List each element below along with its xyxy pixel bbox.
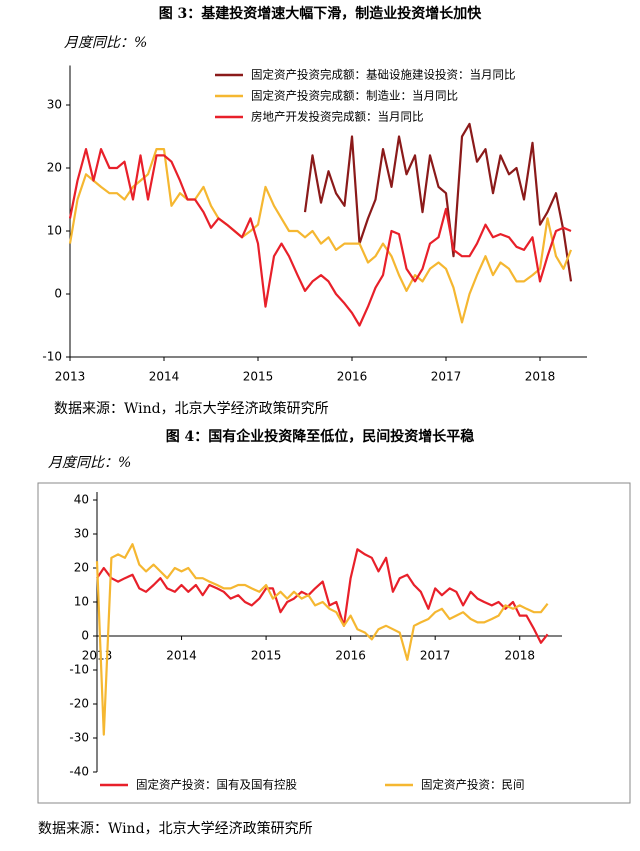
y-tick-label: 40 — [74, 493, 89, 507]
series-line — [96, 548, 549, 644]
legend-label: 固定资产投资完成额：制造业：当月同比 — [251, 89, 458, 103]
y-tick-label: 30 — [47, 98, 62, 112]
legend-label: 房地产开发投资完成额：当月同比 — [251, 110, 424, 124]
chart-frame — [37, 482, 631, 804]
figure-title: 图 3：基建投资增速大幅下滑，制造业投资增长加快 — [159, 5, 483, 22]
series-line — [68, 148, 572, 327]
legend-label: 固定资产投资完成额：基础设施建设投资：当月同比 — [251, 68, 516, 82]
y-tick-label: 10 — [47, 224, 62, 238]
x-tick-label: 2016 — [335, 649, 366, 663]
axis-unit-label: 月度同比：% — [48, 455, 131, 471]
x-tick-label: 2017 — [420, 649, 451, 663]
x-tick-label: 2013 — [55, 370, 86, 384]
x-tick-label: 2015 — [251, 649, 282, 663]
series-line — [68, 148, 573, 324]
x-tick-label: 2017 — [431, 370, 462, 384]
y-tick-label: -10 — [42, 350, 62, 364]
y-tick-label: -10 — [69, 663, 89, 677]
y-tick-label: 20 — [74, 561, 89, 575]
x-tick-label: 2018 — [525, 370, 556, 384]
legend-label: 固定资产投资：国有及国有控股 — [136, 778, 297, 792]
y-tick-label: 30 — [74, 527, 89, 541]
series-line — [95, 543, 549, 736]
y-tick-label: 10 — [74, 595, 89, 609]
series-line — [303, 122, 573, 282]
y-tick-label: -20 — [69, 697, 89, 711]
y-tick-label: 0 — [54, 287, 62, 301]
x-tick-label: 2014 — [166, 649, 197, 663]
x-tick-label: 2015 — [243, 370, 274, 384]
x-tick-label: 2018 — [504, 649, 535, 663]
figure-title: 图 4：国有企业投资降至低位，民间投资增长平稳 — [166, 428, 475, 445]
y-tick-label: 20 — [47, 161, 62, 175]
axis-unit-label: 月度同比：% — [64, 35, 147, 51]
x-tick-label: 2013 — [82, 649, 113, 663]
x-tick-label: 2014 — [149, 370, 180, 384]
x-tick-label: 2016 — [337, 370, 368, 384]
y-tick-label: -30 — [69, 731, 89, 745]
y-tick-label: 0 — [81, 629, 89, 643]
legend-label: 固定资产投资：民间 — [421, 778, 525, 792]
source-note: 数据来源：Wind，北京大学经济政策研究所 — [38, 820, 313, 837]
source-note: 数据来源：Wind，北京大学经济政策研究所 — [54, 400, 329, 417]
y-tick-label: -40 — [69, 765, 89, 779]
